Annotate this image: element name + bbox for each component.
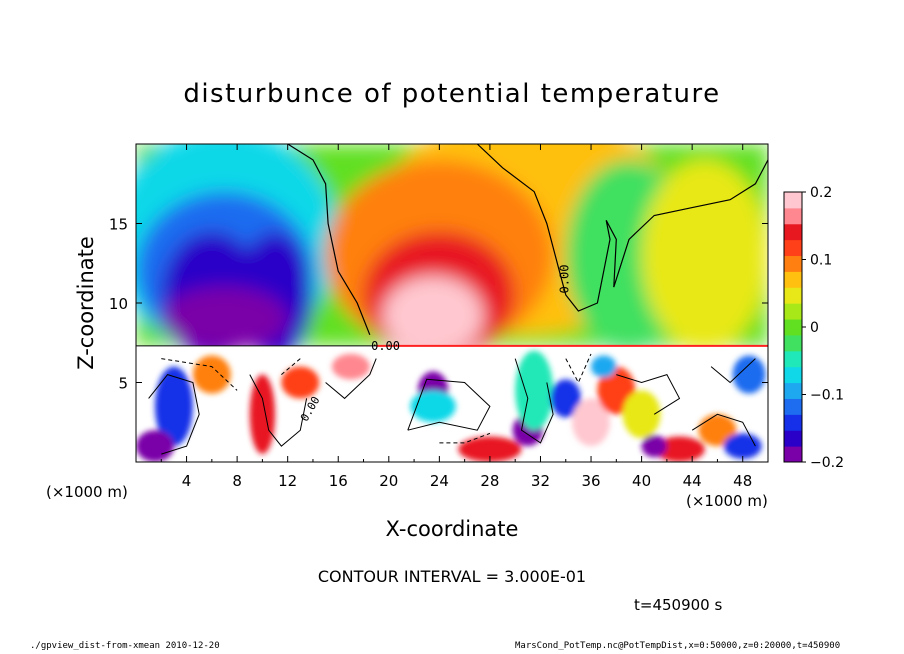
contour-dashed <box>565 353 592 384</box>
colorbar-tick-label: −0.2 <box>810 455 844 471</box>
field-blob <box>550 379 581 418</box>
field-blob <box>382 275 484 356</box>
contour-line <box>249 374 308 447</box>
colorbar-swatch <box>784 287 802 304</box>
colorbar-swatch <box>784 334 802 352</box>
colorbar-swatch <box>784 319 802 336</box>
x-tick-label: 12 <box>278 472 297 490</box>
colorbar-tick-label: 0.1 <box>810 253 832 269</box>
footer-right: MarsCond_PotTemp.nc@PotTempDist,x=0:5000… <box>515 641 841 651</box>
field-blob <box>641 159 768 351</box>
field-blob <box>515 350 554 431</box>
field-blob <box>622 390 661 439</box>
contour-line <box>710 358 756 384</box>
chart-title: disturbunce of potential temperature <box>183 79 720 109</box>
field-blob <box>723 433 762 459</box>
colorbar-swatch <box>784 207 802 225</box>
field-blob <box>136 430 174 462</box>
y-axis-label: Z-coordinate <box>74 236 98 370</box>
contour-label: 0.00 <box>557 265 571 294</box>
x-tick-label: 24 <box>430 472 449 490</box>
colorbar-swatch <box>784 192 802 209</box>
colorbar-swatch <box>784 414 802 431</box>
colorbar-swatch <box>784 303 802 320</box>
x-unit-label-left: (×1000 m) <box>46 483 128 501</box>
field-blob <box>161 287 288 351</box>
field-blob <box>654 436 705 462</box>
x-tick-label: 4 <box>182 472 192 490</box>
contour-line <box>325 358 377 400</box>
chart-texts: disturbunce of potential temperature X-co… <box>46 79 768 614</box>
field-blob <box>572 398 610 447</box>
x-tick-label: 48 <box>733 472 752 490</box>
y-tick-label: 15 <box>109 216 128 234</box>
contour-label: 0.00 <box>371 339 400 353</box>
colorbar: 0.2 0.1 0 −0.1 −0.2 <box>783 185 844 471</box>
upper-field <box>136 144 768 359</box>
contour-dashed <box>439 432 491 444</box>
field-blob <box>458 436 522 462</box>
lower-field <box>136 350 766 462</box>
contour-line <box>691 413 756 447</box>
field-blob <box>331 353 370 380</box>
x-tick-label: 36 <box>581 472 600 490</box>
colorbar-swatch <box>784 350 802 368</box>
field-blob <box>281 366 320 399</box>
x-tick-label: 44 <box>683 472 702 490</box>
contour-line <box>148 374 200 455</box>
contour-dashed <box>161 358 238 391</box>
field-blob <box>641 434 667 458</box>
contour-zero <box>287 144 371 336</box>
x-tick-label: 8 <box>232 472 242 490</box>
x-axis-label: X-coordinate <box>386 517 519 541</box>
x-tick-label: 16 <box>329 472 348 490</box>
contour-lines: 0.000.000.00 <box>148 144 768 455</box>
x-tick-label: 28 <box>480 472 499 490</box>
x-unit-label-right: (×1000 m) <box>686 492 768 510</box>
plot-area <box>136 144 768 462</box>
field-blob <box>154 366 193 447</box>
x-tick-label: 32 <box>531 472 550 490</box>
field-blob <box>410 390 456 423</box>
colorbar-swatch <box>784 255 802 272</box>
colorbar-swatch <box>784 366 802 384</box>
colorbar-swatch <box>784 223 802 241</box>
y-tick-label: 5 <box>118 375 128 393</box>
contour-line <box>407 378 491 431</box>
contour-zero <box>613 159 768 288</box>
field-blob <box>732 355 766 394</box>
colorbar-swatch <box>784 382 802 399</box>
colorbar-swatch <box>784 398 802 415</box>
colorbar-swatch <box>784 271 802 288</box>
colorbar-swatch <box>784 446 802 463</box>
x-tick-label: 20 <box>379 472 398 490</box>
colorbar-tick-label: 0 <box>810 320 819 336</box>
colorbar-swatch <box>784 239 802 257</box>
field-blob <box>249 374 276 455</box>
time-label: t=450900 s <box>634 596 722 614</box>
contour-interval: CONTOUR INTERVAL = 3.000E-01 <box>318 567 586 586</box>
contour-line <box>514 358 554 444</box>
colorbar-tick-label: −0.1 <box>810 388 844 404</box>
field-blob <box>591 355 617 378</box>
colorbar-tick-label: 0.2 <box>810 185 832 201</box>
contour-zero <box>476 144 617 312</box>
field-blob <box>192 355 231 394</box>
x-tick-label: 40 <box>632 472 651 490</box>
field-blob <box>698 414 737 447</box>
y-tick-label: 10 <box>109 295 128 313</box>
contour-line <box>616 373 681 415</box>
footer-left: ./gpview_dist-from-xmean 2010-12-20 <box>30 641 220 651</box>
colorbar-swatch <box>784 430 802 447</box>
